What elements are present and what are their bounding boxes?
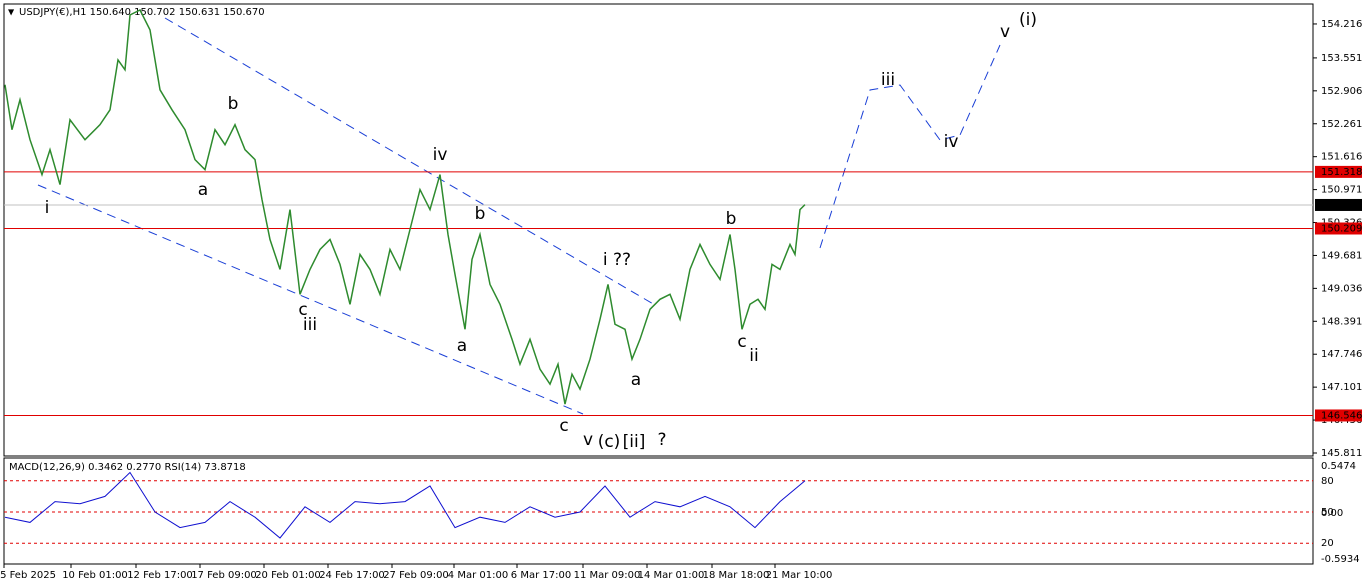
price-line bbox=[4, 8, 806, 405]
current-price-tag bbox=[1315, 198, 1362, 211]
level-label: 146.546 bbox=[1321, 410, 1362, 421]
wave-label: i bbox=[45, 198, 50, 218]
wave-label: c bbox=[298, 300, 307, 320]
y-tick-label: 145.811 bbox=[1321, 448, 1362, 459]
wave-label: iii bbox=[303, 315, 317, 335]
x-tick-label: 17 Feb 09:00 bbox=[191, 570, 257, 581]
y-tick-label: 153.551 bbox=[1321, 53, 1362, 64]
wave-label: b bbox=[228, 94, 239, 114]
y-tick-label: 147.746 bbox=[1321, 349, 1362, 360]
y-tick-label: 149.036 bbox=[1321, 283, 1362, 294]
wave-label: v bbox=[1000, 22, 1010, 42]
indicator-title: MACD(12,26,9) 0.3462 0.2770 RSI(14) 73.8… bbox=[9, 462, 246, 473]
level-label: 150.209 bbox=[1321, 223, 1362, 234]
macd-label: 0.00 bbox=[1321, 508, 1343, 519]
level-label: 151.318 bbox=[1321, 167, 1362, 178]
x-tick-label: 14 Mar 01:00 bbox=[638, 570, 705, 581]
wave-label: c bbox=[559, 416, 568, 436]
y-tick-label: 149.681 bbox=[1321, 250, 1362, 261]
wave-label: a bbox=[457, 336, 467, 356]
rsi-line bbox=[4, 471, 806, 539]
x-tick-label: 12 Feb 17:00 bbox=[127, 570, 193, 581]
wave-label: ii bbox=[749, 346, 758, 366]
macd-label: 0.5474 bbox=[1321, 461, 1356, 472]
wave-label: [ii] bbox=[623, 432, 646, 452]
x-tick-label: 10 Feb 01:00 bbox=[62, 570, 128, 581]
channel-upper bbox=[164, 17, 656, 306]
rsi-tick-label: 80 bbox=[1321, 476, 1334, 487]
menu-arrow: ▼ bbox=[8, 8, 15, 17]
wave-label: c bbox=[737, 332, 746, 352]
rsi-tick-label: 50 bbox=[1321, 507, 1334, 518]
wave-label: i ?? bbox=[603, 250, 631, 270]
level-tag bbox=[1315, 409, 1362, 422]
x-tick-label: 24 Feb 17:00 bbox=[319, 570, 385, 581]
wave-label: b bbox=[726, 209, 737, 229]
level-tag bbox=[1315, 222, 1362, 235]
main-pane bbox=[3, 3, 1314, 457]
x-tick-label: 27 Feb 09:00 bbox=[383, 570, 449, 581]
channel-lower bbox=[37, 184, 584, 415]
wave-lines bbox=[37, 17, 1001, 415]
x-tick-label: 20 Feb 01:00 bbox=[255, 570, 321, 581]
y-tick-label: 150.971 bbox=[1321, 185, 1362, 196]
wave-label: ? bbox=[657, 430, 666, 450]
x-tick-label: 21 Mar 10:00 bbox=[766, 570, 833, 581]
wave-label: iv bbox=[433, 145, 448, 165]
y-tick-label: 152.261 bbox=[1321, 119, 1362, 130]
macd-label: -0.5934 bbox=[1321, 554, 1360, 565]
projection bbox=[819, 44, 1001, 249]
wave-label: b bbox=[475, 204, 486, 224]
x-tick-label: 5 Feb 2025 bbox=[0, 570, 56, 581]
y-tick-label: 148.391 bbox=[1321, 316, 1362, 327]
current-price-label: 150.670 bbox=[1321, 200, 1362, 211]
wave-label: a bbox=[198, 180, 208, 200]
x-tick-label: 18 Mar 18:00 bbox=[703, 570, 770, 581]
x-tick-label: 6 Mar 17:00 bbox=[511, 570, 571, 581]
wave-label: iv bbox=[944, 132, 959, 152]
wave-label: a bbox=[631, 370, 641, 390]
y-tick-label: 147.101 bbox=[1321, 382, 1362, 393]
y-tick-label: 151.616 bbox=[1321, 152, 1362, 163]
wave-label: (c) bbox=[598, 432, 621, 452]
wave-label: iii bbox=[881, 70, 895, 90]
y-tick-label: 152.906 bbox=[1321, 86, 1362, 97]
x-tick-label: 4 Mar 01:00 bbox=[448, 570, 508, 581]
y-tick-label: 154.216 bbox=[1321, 19, 1362, 30]
x-tick-label: 11 Mar 09:00 bbox=[574, 570, 641, 581]
indicator-pane bbox=[3, 457, 1314, 565]
wave-label: v bbox=[583, 430, 593, 450]
rsi-tick-label: 20 bbox=[1321, 538, 1334, 549]
wave-label: (i) bbox=[1019, 10, 1037, 30]
level-tag bbox=[1315, 165, 1362, 178]
